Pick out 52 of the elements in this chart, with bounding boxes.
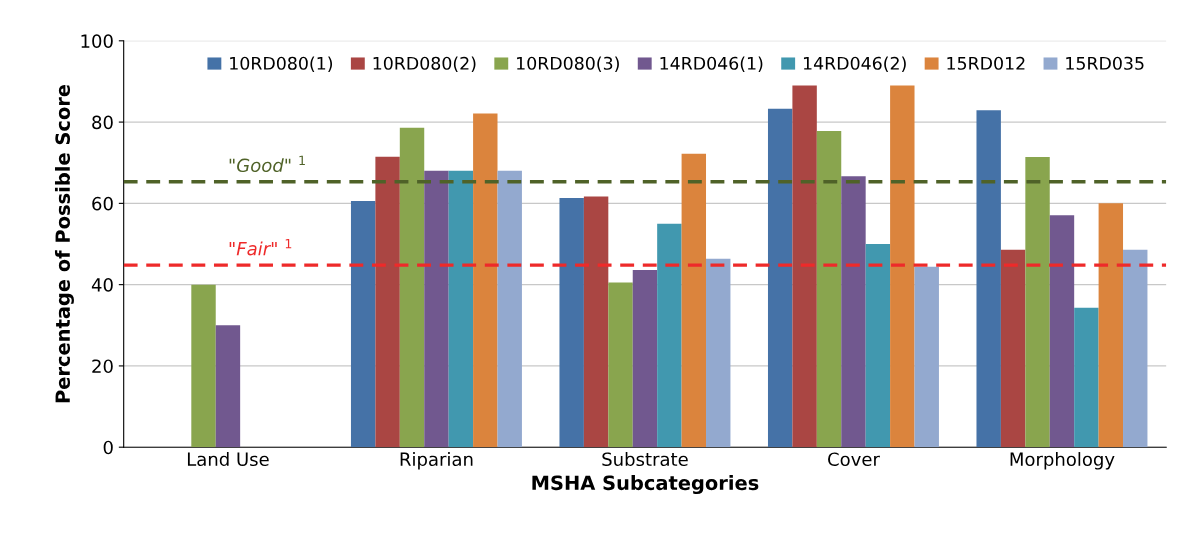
bar	[1025, 157, 1050, 448]
legend-label: 14RD046(1)	[660, 56, 763, 72]
y-axis-title: Percentage of Possible Score	[54, 84, 74, 403]
bar	[1074, 307, 1099, 448]
bar	[767, 108, 793, 448]
legend-label: 10RD080(1)	[230, 56, 333, 72]
bar	[1098, 203, 1124, 448]
legend-label: 15RD035	[1066, 56, 1144, 70]
bar	[424, 170, 449, 448]
y-tick-label: 20	[92, 359, 113, 374]
bar	[559, 198, 584, 448]
y-tick-label: 80	[92, 115, 113, 130]
bar	[497, 170, 522, 448]
y-tick-label: 0	[103, 440, 113, 455]
bar	[399, 127, 425, 448]
legend-label: 10RD080(3)	[517, 56, 619, 72]
legend-label: 10RD080(2)	[373, 56, 476, 72]
y-tick-label: 100	[81, 34, 113, 48]
bar	[350, 200, 376, 448]
bar	[632, 270, 658, 448]
x-tick-label: Substrate	[602, 452, 688, 467]
bar	[473, 113, 498, 448]
x-tick-label: Land Use	[187, 452, 269, 467]
bar	[706, 258, 731, 448]
ref-line-label: "Good" $^{1}$	[229, 155, 305, 173]
bar	[816, 131, 842, 448]
x-tick-label: Riparian	[400, 452, 473, 470]
bar	[215, 325, 241, 448]
ref-line-label: "Fair" $^{1}$	[229, 239, 292, 256]
bar	[448, 170, 474, 448]
x-axis-title: MSHA Subcategories	[532, 475, 759, 495]
bar	[1049, 215, 1075, 448]
x-tick-label: Morphology	[1010, 452, 1115, 470]
y-tick-label: 40	[91, 278, 113, 292]
bar	[583, 196, 609, 448]
x-tick-label: Cover	[828, 452, 880, 467]
bar	[890, 85, 915, 448]
bar	[865, 244, 891, 448]
bar	[681, 153, 707, 448]
bar	[841, 176, 866, 448]
legend-label: 14RD046(2)	[803, 56, 906, 72]
y-tick-label: 60	[92, 196, 113, 211]
bar	[1000, 249, 1026, 448]
legend-label: 15RD012	[947, 56, 1025, 70]
bar	[1123, 249, 1148, 448]
bar	[191, 284, 216, 448]
bar	[608, 282, 633, 448]
bar	[657, 223, 682, 448]
bar	[976, 110, 1001, 448]
bar	[792, 85, 817, 448]
bar	[375, 156, 400, 448]
bar	[914, 266, 939, 448]
